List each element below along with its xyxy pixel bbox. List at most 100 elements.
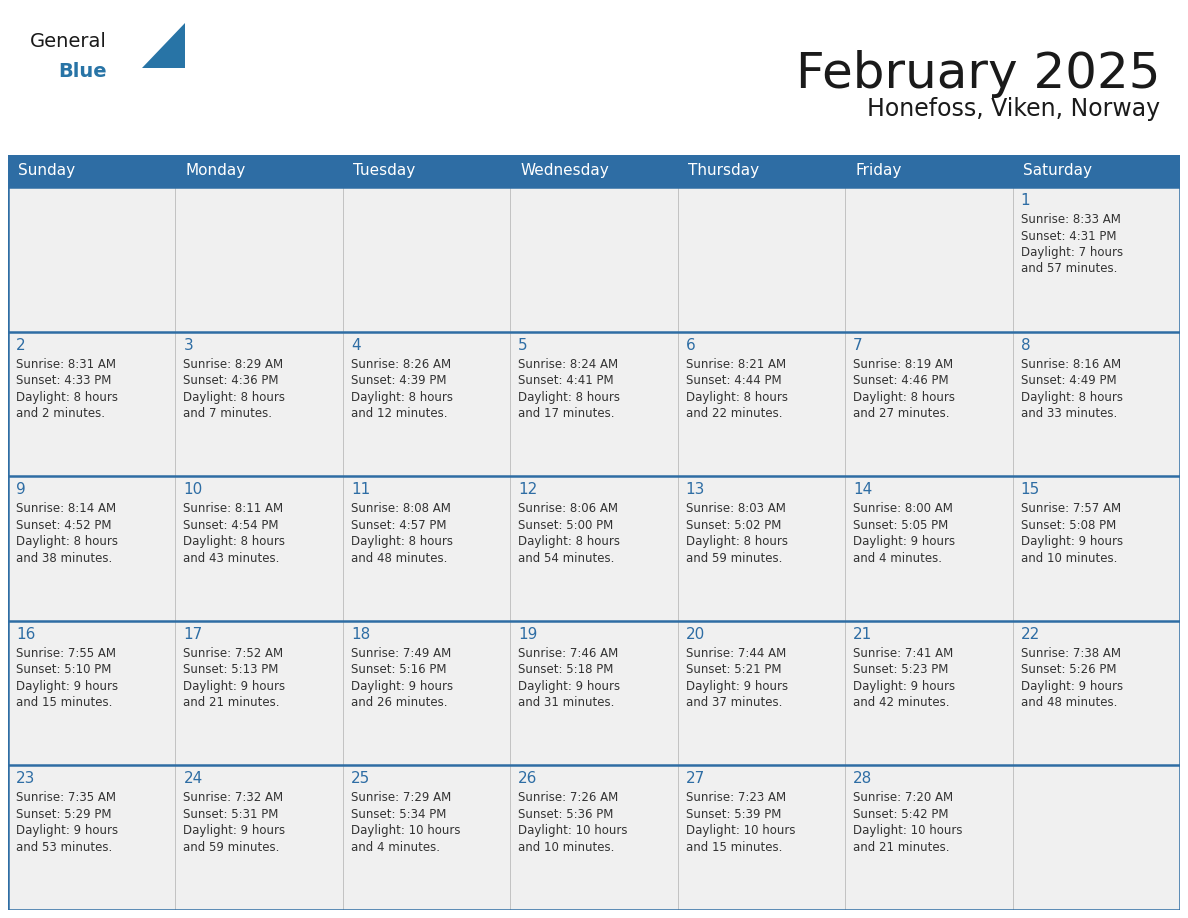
Text: Sunrise: 8:19 AM: Sunrise: 8:19 AM: [853, 358, 953, 371]
Text: and 43 minutes.: and 43 minutes.: [183, 552, 280, 565]
Text: Daylight: 8 hours: Daylight: 8 hours: [350, 535, 453, 548]
Text: Sunrise: 8:21 AM: Sunrise: 8:21 AM: [685, 358, 785, 371]
Text: and 17 minutes.: and 17 minutes.: [518, 407, 614, 420]
Text: Sunrise: 7:23 AM: Sunrise: 7:23 AM: [685, 791, 785, 804]
Text: Daylight: 8 hours: Daylight: 8 hours: [1020, 390, 1123, 404]
Text: Blue: Blue: [58, 62, 107, 81]
Text: Sunset: 5:26 PM: Sunset: 5:26 PM: [1020, 664, 1116, 677]
Text: Daylight: 9 hours: Daylight: 9 hours: [685, 680, 788, 693]
Text: Daylight: 9 hours: Daylight: 9 hours: [183, 824, 285, 837]
Text: Sunrise: 8:14 AM: Sunrise: 8:14 AM: [15, 502, 116, 515]
Text: Sunrise: 8:00 AM: Sunrise: 8:00 AM: [853, 502, 953, 515]
Text: Daylight: 10 hours: Daylight: 10 hours: [518, 824, 627, 837]
Text: Daylight: 9 hours: Daylight: 9 hours: [15, 824, 118, 837]
Text: Sunrise: 8:08 AM: Sunrise: 8:08 AM: [350, 502, 450, 515]
Text: and 59 minutes.: and 59 minutes.: [183, 841, 280, 854]
Text: Sunset: 4:39 PM: Sunset: 4:39 PM: [350, 375, 447, 387]
Text: Sunrise: 7:20 AM: Sunrise: 7:20 AM: [853, 791, 953, 804]
Text: Honefoss, Viken, Norway: Honefoss, Viken, Norway: [867, 97, 1159, 121]
Text: Sunset: 4:54 PM: Sunset: 4:54 PM: [183, 519, 279, 532]
Text: Wednesday: Wednesday: [520, 163, 609, 178]
Text: and 21 minutes.: and 21 minutes.: [183, 696, 280, 710]
Text: and 48 minutes.: and 48 minutes.: [350, 552, 447, 565]
Bar: [8, 187, 1180, 331]
Text: and 38 minutes.: and 38 minutes.: [15, 552, 112, 565]
Text: 6: 6: [685, 338, 695, 353]
Text: and 7 minutes.: and 7 minutes.: [183, 407, 272, 420]
Text: Sunset: 4:49 PM: Sunset: 4:49 PM: [1020, 375, 1117, 387]
Text: and 4 minutes.: and 4 minutes.: [350, 841, 440, 854]
Text: 9: 9: [15, 482, 26, 498]
Text: Sunrise: 7:57 AM: Sunrise: 7:57 AM: [1020, 502, 1120, 515]
Text: Sunset: 4:46 PM: Sunset: 4:46 PM: [853, 375, 949, 387]
Text: Daylight: 8 hours: Daylight: 8 hours: [183, 390, 285, 404]
Text: Sunset: 5:42 PM: Sunset: 5:42 PM: [853, 808, 949, 821]
Text: Sunrise: 8:03 AM: Sunrise: 8:03 AM: [685, 502, 785, 515]
Text: and 37 minutes.: and 37 minutes.: [685, 696, 782, 710]
Text: Sunset: 4:36 PM: Sunset: 4:36 PM: [183, 375, 279, 387]
Bar: [8, 621, 1180, 766]
Text: 8: 8: [1020, 338, 1030, 353]
Text: and 10 minutes.: and 10 minutes.: [518, 841, 614, 854]
Text: 5: 5: [518, 338, 527, 353]
Text: Sunset: 5:02 PM: Sunset: 5:02 PM: [685, 519, 781, 532]
Text: Daylight: 8 hours: Daylight: 8 hours: [518, 535, 620, 548]
Text: Sunrise: 7:38 AM: Sunrise: 7:38 AM: [1020, 647, 1120, 660]
Text: 4: 4: [350, 338, 360, 353]
Text: and 59 minutes.: and 59 minutes.: [685, 552, 782, 565]
Text: Tuesday: Tuesday: [353, 163, 415, 178]
Text: Sunrise: 8:16 AM: Sunrise: 8:16 AM: [1020, 358, 1120, 371]
Text: and 54 minutes.: and 54 minutes.: [518, 552, 614, 565]
Text: 26: 26: [518, 771, 538, 787]
Text: 28: 28: [853, 771, 872, 787]
Text: Daylight: 8 hours: Daylight: 8 hours: [15, 535, 118, 548]
Text: Sunset: 5:39 PM: Sunset: 5:39 PM: [685, 808, 781, 821]
Text: 22: 22: [1020, 627, 1040, 642]
Text: Sunset: 5:10 PM: Sunset: 5:10 PM: [15, 664, 112, 677]
Text: and 15 minutes.: and 15 minutes.: [15, 696, 113, 710]
Text: 10: 10: [183, 482, 203, 498]
Text: Daylight: 7 hours: Daylight: 7 hours: [1020, 246, 1123, 259]
Text: and 57 minutes.: and 57 minutes.: [1020, 263, 1117, 275]
Text: and 4 minutes.: and 4 minutes.: [853, 552, 942, 565]
Text: 7: 7: [853, 338, 862, 353]
Text: Thursday: Thursday: [688, 163, 759, 178]
Text: Monday: Monday: [185, 163, 246, 178]
Text: Daylight: 8 hours: Daylight: 8 hours: [853, 390, 955, 404]
Text: and 53 minutes.: and 53 minutes.: [15, 841, 112, 854]
Text: Daylight: 9 hours: Daylight: 9 hours: [1020, 680, 1123, 693]
Text: 13: 13: [685, 482, 706, 498]
Text: Daylight: 10 hours: Daylight: 10 hours: [350, 824, 461, 837]
Bar: [8, 331, 1180, 476]
Text: Sunset: 5:05 PM: Sunset: 5:05 PM: [853, 519, 948, 532]
Text: Sunset: 4:31 PM: Sunset: 4:31 PM: [1020, 230, 1116, 242]
Text: and 27 minutes.: and 27 minutes.: [853, 407, 949, 420]
Text: and 22 minutes.: and 22 minutes.: [685, 407, 782, 420]
Text: Daylight: 9 hours: Daylight: 9 hours: [518, 680, 620, 693]
Text: Sunrise: 7:49 AM: Sunrise: 7:49 AM: [350, 647, 451, 660]
Text: Sunset: 5:00 PM: Sunset: 5:00 PM: [518, 519, 613, 532]
Text: Sunrise: 8:31 AM: Sunrise: 8:31 AM: [15, 358, 116, 371]
Text: and 33 minutes.: and 33 minutes.: [1020, 407, 1117, 420]
Text: Sunrise: 7:41 AM: Sunrise: 7:41 AM: [853, 647, 954, 660]
Text: and 48 minutes.: and 48 minutes.: [1020, 696, 1117, 710]
Text: Sunrise: 7:32 AM: Sunrise: 7:32 AM: [183, 791, 284, 804]
Text: Daylight: 10 hours: Daylight: 10 hours: [853, 824, 962, 837]
Text: Sunrise: 8:26 AM: Sunrise: 8:26 AM: [350, 358, 451, 371]
Text: and 31 minutes.: and 31 minutes.: [518, 696, 614, 710]
Text: 25: 25: [350, 771, 371, 787]
Text: 18: 18: [350, 627, 371, 642]
Text: Sunset: 4:57 PM: Sunset: 4:57 PM: [350, 519, 447, 532]
Text: Sunrise: 7:29 AM: Sunrise: 7:29 AM: [350, 791, 451, 804]
Text: 19: 19: [518, 627, 538, 642]
Text: and 10 minutes.: and 10 minutes.: [1020, 552, 1117, 565]
Bar: [8, 766, 1180, 910]
Text: Sunrise: 7:55 AM: Sunrise: 7:55 AM: [15, 647, 116, 660]
Text: 16: 16: [15, 627, 36, 642]
Text: General: General: [30, 32, 107, 51]
Text: Daylight: 9 hours: Daylight: 9 hours: [1020, 535, 1123, 548]
Text: Sunrise: 7:44 AM: Sunrise: 7:44 AM: [685, 647, 786, 660]
Text: 24: 24: [183, 771, 203, 787]
Text: 14: 14: [853, 482, 872, 498]
Text: Sunset: 4:52 PM: Sunset: 4:52 PM: [15, 519, 112, 532]
